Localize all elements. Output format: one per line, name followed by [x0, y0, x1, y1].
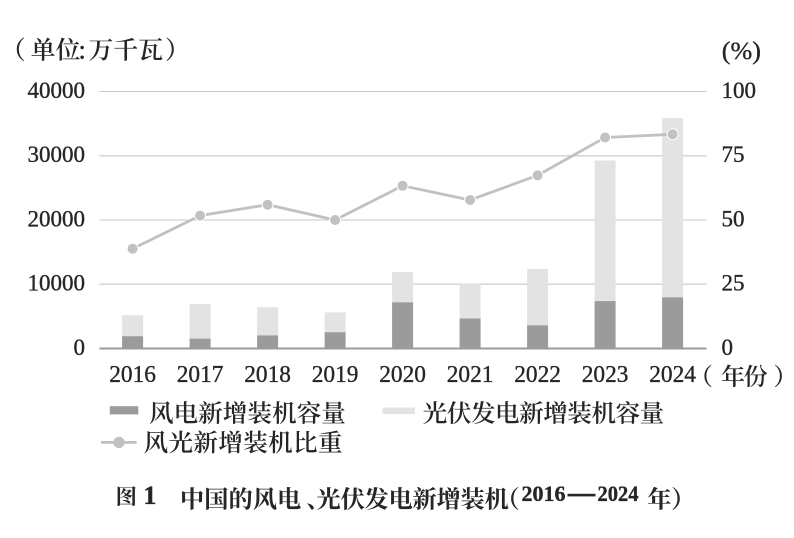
svg-text:2016: 2016 [522, 481, 566, 506]
svg-text:75: 75 [722, 142, 745, 167]
svg-text:2018: 2018 [244, 362, 291, 388]
svg-text:2022: 2022 [514, 362, 561, 388]
svg-text:0: 0 [722, 335, 734, 360]
svg-text:100: 100 [722, 78, 757, 103]
svg-text:25: 25 [722, 271, 745, 296]
svg-text:2021: 2021 [447, 362, 494, 388]
svg-text:2024: 2024 [649, 362, 696, 388]
svg-text:2016: 2016 [109, 362, 156, 388]
svg-text:50: 50 [722, 206, 745, 231]
svg-text:0: 0 [74, 335, 86, 360]
svg-text:2020: 2020 [379, 362, 426, 388]
svg-text:1: 1 [143, 481, 156, 510]
svg-text:(%): (%) [722, 38, 761, 65]
svg-text:2023: 2023 [582, 362, 629, 388]
svg-text:30000: 30000 [28, 142, 86, 167]
svg-text:20000: 20000 [28, 206, 86, 231]
svg-text:2024: 2024 [598, 481, 639, 506]
svg-text:2019: 2019 [312, 362, 359, 388]
svg-text:10000: 10000 [28, 271, 86, 296]
svg-text:2017: 2017 [177, 362, 224, 388]
svg-text:40000: 40000 [28, 78, 86, 103]
